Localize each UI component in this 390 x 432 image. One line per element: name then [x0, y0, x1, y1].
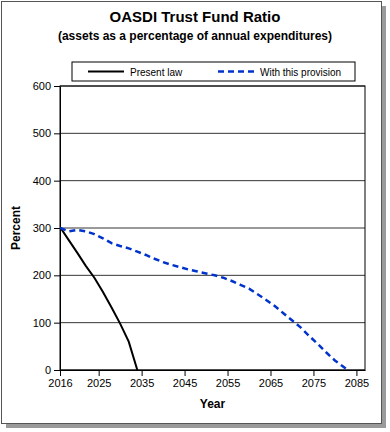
y-tick-label: 100: [33, 317, 51, 329]
legend-swatch: [218, 70, 254, 73]
y-tick-label: 0: [45, 364, 51, 376]
x-tick: 2035: [130, 370, 154, 389]
y-tick-mark: [54, 228, 60, 229]
grid-line: [60, 133, 365, 134]
title: OASDI Trust Fund Ratio: [110, 8, 281, 25]
x-tick-label: 2025: [87, 377, 111, 389]
y-tick-mark: [54, 323, 60, 324]
y-tick-label: 400: [33, 175, 51, 187]
x-axis-line: [61, 370, 366, 371]
lines: [60, 227, 348, 370]
grid-line: [60, 228, 365, 229]
legend-label: Present law: [130, 67, 183, 78]
x-tick-label: 2075: [302, 377, 326, 389]
y-tick-label: 500: [33, 127, 51, 139]
x-tick-mark: [60, 370, 61, 376]
grid-line: [60, 322, 365, 323]
x-tick-label: 2016: [48, 377, 72, 389]
x-tick: 2045: [173, 370, 197, 389]
x-tick: 2065: [259, 370, 283, 389]
x-tick: 2025: [87, 370, 111, 389]
x-tick-mark: [185, 370, 186, 376]
y-tick: 300: [33, 222, 60, 234]
x-tick-mark: [270, 370, 271, 376]
x-tick-label: 2085: [345, 377, 369, 389]
subtitle: (assets as a percentage of annual expend…: [58, 29, 332, 43]
x-tick-mark: [313, 370, 314, 376]
y-tick-mark: [54, 133, 60, 134]
y-tick-mark: [54, 181, 60, 182]
y-tick: 500: [33, 127, 60, 139]
x-tick-label: 2055: [216, 377, 240, 389]
x-tick-mark: [142, 370, 143, 376]
y-tick: 200: [33, 269, 60, 281]
legend-label: With this provision: [260, 67, 341, 78]
x-tick: 2055: [216, 370, 240, 389]
y-tick-label: 200: [33, 269, 51, 281]
legend: Present law With this provision: [72, 62, 355, 81]
x-tick: 2016: [48, 370, 72, 389]
x-tick: 2075: [302, 370, 326, 389]
y-tick-mark: [54, 86, 60, 87]
y-tick-mark: [54, 370, 60, 371]
y-tick-label: 300: [33, 222, 51, 234]
x-tick-mark: [99, 370, 100, 376]
y-tick: 0: [45, 364, 60, 376]
series-line: [60, 228, 348, 370]
legend-box: [72, 62, 355, 81]
y-tick: 100: [33, 317, 60, 329]
x-axis-title: Year: [200, 397, 226, 411]
frame: [2, 2, 382, 424]
x-tick-label: 2065: [259, 377, 283, 389]
x-tick-mark: [228, 370, 229, 376]
y-tick: 400: [33, 175, 60, 187]
y-tick-label: 600: [33, 80, 51, 92]
y-axis: 0 100 200 300 400 500 600: [33, 80, 61, 376]
y-tick: 600: [33, 80, 60, 92]
chart: OASDI Trust Fund Ratio (assets as a perce…: [0, 0, 390, 432]
x-tick-mark: [356, 370, 357, 376]
x-tick: 2085: [345, 370, 369, 389]
legend-swatch: [88, 71, 124, 73]
plot-frame: [60, 86, 365, 370]
grid-line: [60, 180, 365, 181]
grid: [60, 86, 365, 370]
x-tick-label: 2035: [130, 377, 154, 389]
y-tick-mark: [54, 275, 60, 276]
x-tick-label: 2045: [173, 377, 197, 389]
y-axis-title: Percent: [9, 206, 23, 250]
x-axis: 2016 2025 2035 2045 2055 2065 2075 2085: [48, 370, 369, 389]
